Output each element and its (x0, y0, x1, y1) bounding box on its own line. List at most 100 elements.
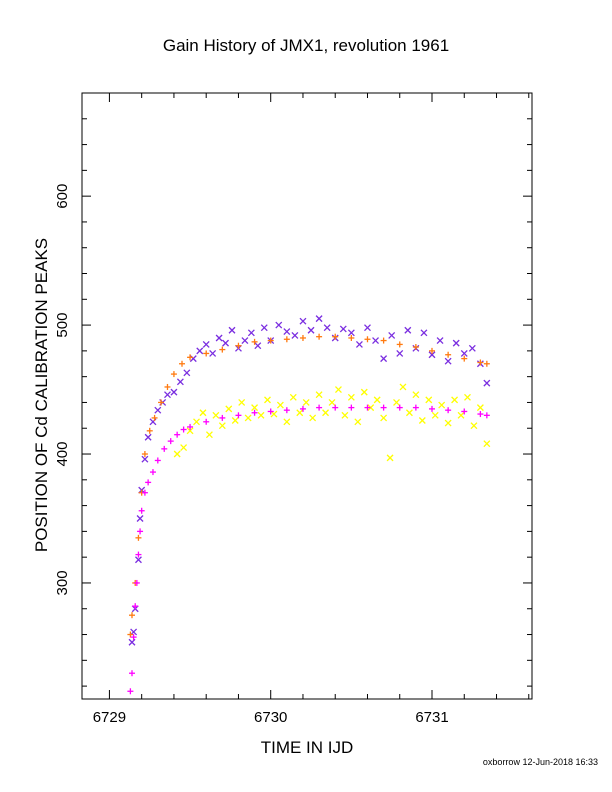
data-point (275, 321, 283, 329)
data-point (202, 340, 210, 348)
data-point (199, 409, 207, 417)
data-point (137, 528, 144, 535)
data-point (135, 551, 142, 558)
data-point (130, 634, 137, 641)
data-point (149, 469, 156, 476)
data-point (360, 388, 368, 396)
x-tick-label: 6730 (254, 709, 287, 726)
data-point (373, 396, 381, 404)
data-point (461, 355, 468, 362)
data-point (332, 404, 339, 411)
data-point (380, 337, 387, 344)
data-point (322, 409, 330, 417)
data-point (452, 339, 460, 347)
data-point (399, 383, 407, 391)
data-point (404, 326, 412, 334)
data-point (151, 414, 158, 421)
data-point (396, 404, 403, 411)
data-point (247, 329, 255, 337)
data-point (332, 333, 339, 340)
data-point (241, 337, 249, 345)
data-point (283, 336, 290, 343)
data-point (468, 344, 476, 352)
data-point (334, 386, 342, 394)
data-point (260, 324, 268, 332)
data-point (296, 409, 304, 417)
data-point (187, 423, 194, 430)
y-tick-label: 400 (54, 442, 71, 467)
data-point (144, 433, 152, 441)
data-point (380, 355, 388, 363)
data-point (302, 398, 310, 406)
data-point (364, 336, 371, 343)
data-point (355, 340, 363, 348)
data-point (187, 354, 194, 361)
data-point (135, 534, 142, 541)
data-point (445, 351, 452, 358)
data-point (316, 333, 323, 340)
data-point (127, 688, 134, 695)
data-point (347, 329, 355, 337)
data-point (128, 638, 136, 646)
data-point (289, 393, 297, 401)
data-point (483, 440, 491, 448)
data-point (129, 670, 135, 677)
data-point (138, 507, 145, 514)
data-point (183, 369, 191, 377)
data-point (267, 408, 274, 415)
data-point (215, 334, 223, 342)
x-tick-label: 6729 (93, 709, 126, 726)
data-point (460, 349, 468, 357)
data-point (388, 331, 396, 339)
data-point (196, 347, 204, 355)
data-point (225, 405, 233, 413)
data-point (145, 479, 152, 486)
data-point (436, 337, 444, 345)
data-point (380, 404, 387, 411)
data-point (429, 347, 435, 354)
data-point (309, 414, 317, 422)
data-point (316, 404, 323, 411)
data-point (412, 391, 420, 399)
data-point (299, 334, 306, 341)
x-axis-label: TIME IN IJD (260, 738, 354, 757)
data-point (457, 411, 465, 419)
data-point (235, 342, 242, 349)
data-point (193, 418, 200, 426)
data-point (347, 393, 355, 401)
data-point (405, 409, 413, 417)
data-point (291, 331, 299, 339)
data-point (444, 357, 452, 365)
data-point (164, 391, 171, 399)
data-point (174, 431, 181, 438)
data-point (179, 360, 185, 367)
data-point (186, 427, 194, 435)
data-point (129, 612, 135, 619)
data-point (464, 393, 471, 401)
data-point (393, 398, 400, 406)
data-point (251, 404, 259, 412)
data-point (141, 455, 149, 463)
data-point (218, 422, 226, 430)
data-point (438, 401, 446, 409)
data-point (386, 454, 394, 462)
data-point (180, 444, 188, 452)
data-point (276, 401, 284, 409)
data-point (283, 418, 291, 426)
data-point (420, 329, 428, 337)
data-point (254, 342, 262, 350)
data-point (299, 405, 306, 412)
data-point (412, 404, 419, 411)
data-point (228, 326, 236, 334)
data-point (364, 404, 371, 411)
data-point (189, 355, 197, 363)
data-point (477, 359, 484, 366)
data-point (341, 411, 349, 419)
data-point (209, 349, 217, 357)
data-point (483, 379, 491, 387)
data-point (132, 603, 139, 610)
data-point (425, 396, 433, 404)
data-point (173, 450, 181, 458)
data-point (380, 414, 388, 422)
